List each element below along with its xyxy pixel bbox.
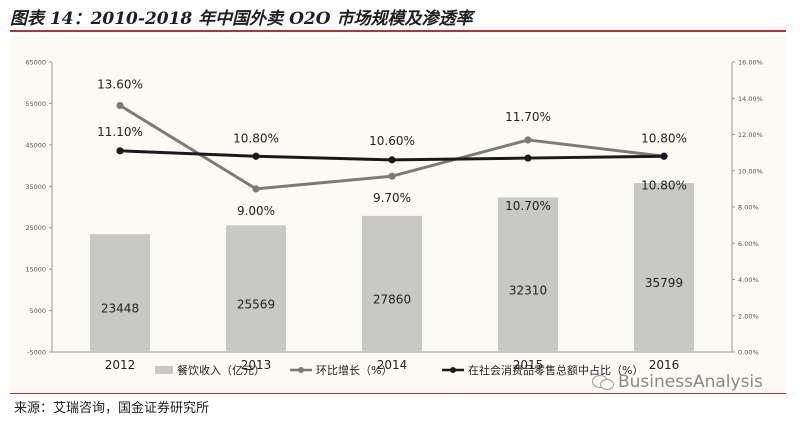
x-tick-label: 2012 (105, 358, 136, 372)
lines (116, 101, 668, 193)
x-tick-label: 2015 (513, 358, 544, 372)
series-point (660, 152, 668, 160)
series-point (524, 136, 532, 144)
bar (498, 197, 558, 352)
bar (226, 225, 286, 352)
growth-value-label: 9.70% (373, 191, 411, 205)
bar-value-label: 27860 (373, 293, 411, 307)
y-right-tick-label: 16.00% (738, 59, 763, 67)
wechat-icon (592, 374, 614, 390)
growth-value-label: 9.00% (237, 204, 275, 218)
series-point (252, 152, 260, 160)
chart-svg: -5000 5000 15000 25000 35000 45000 55000 65000 0… (25, 59, 762, 378)
y-right-tick-label: 12.00% (738, 131, 763, 139)
share-value-label: 10.60% (369, 134, 415, 148)
series-point (388, 156, 396, 164)
x-tick-label: 2013 (241, 358, 272, 372)
y-right-tick-label: 2.00% (738, 312, 759, 320)
series-point (252, 185, 260, 193)
series-point (388, 172, 396, 180)
bar-value-label: 32310 (509, 283, 547, 297)
y-left-tick-label: 15000 (25, 266, 46, 274)
share-value-label: 10.80% (641, 178, 687, 192)
watermark-text: BusinessAnalysis (618, 372, 764, 392)
y-left-tick-label: 35000 (25, 183, 46, 191)
legend-swatch-point (298, 367, 304, 373)
y-left-tick-label: 55000 (25, 100, 46, 108)
legend-swatch-point (450, 367, 456, 373)
legend-label: 环比增长（%） (316, 363, 392, 377)
y-right-tick-label: 8.00% (738, 204, 759, 212)
series-point (524, 154, 532, 162)
x-tick-label: 2016 (649, 358, 680, 372)
share-value-label: 10.80% (233, 131, 279, 145)
watermark: BusinessAnalysis (592, 372, 763, 392)
x-tick-label: 2014 (377, 358, 408, 372)
title-rule (10, 30, 786, 32)
legend-swatch-bar (155, 366, 173, 374)
bar-value-label: 23448 (101, 302, 139, 316)
data-labels: 23448 25569 27860 32310 35799 13.60% 9.00% 9.70… (97, 78, 687, 316)
bottom-rule (10, 393, 786, 394)
legend-label: 在社会消费品零售总额中占比（%） (468, 363, 643, 377)
y-left-tick-label: -5000 (27, 349, 46, 357)
growth-value-label: 11.70% (505, 110, 551, 124)
chart-frame: -5000 5000 15000 25000 35000 45000 55000 65000 0… (10, 36, 786, 392)
figure-title: 图表 14：2010-2018 年中国外卖 O2O 市场规模及渗透率 (10, 9, 473, 29)
series-point (116, 101, 124, 110)
y-left-tick-label: 25000 (25, 224, 46, 232)
bar (90, 234, 150, 352)
axes: -5000 5000 15000 25000 35000 45000 55000 65000 0… (25, 59, 762, 373)
y-right-tick-label: 0.00% (738, 349, 759, 357)
y-left-tick-label: 45000 (25, 141, 46, 149)
source-note: 来源：艾瑞咨询，国金证券研究所 (14, 401, 210, 416)
y-right-tick-label: 10.00% (738, 167, 763, 175)
y-right-tick-label: 6.00% (738, 240, 759, 248)
series-point (116, 147, 124, 155)
legend: 餐饮收入（亿元） 环比增长（%） 在社会消费品零售总额中占比（%） (155, 363, 643, 377)
bars (90, 182, 694, 352)
bar (362, 215, 422, 352)
growth-value-label: 13.60% (97, 78, 143, 92)
y-left-tick-label: 65000 (25, 59, 46, 67)
legend-label: 餐饮收入（亿元） (177, 363, 265, 377)
bar-value-label: 25569 (237, 297, 275, 311)
bar-value-label: 35799 (645, 276, 683, 290)
y-right-tick-label: 14.00% (738, 95, 763, 103)
bar (634, 182, 694, 352)
y-right-tick-label: 4.00% (738, 276, 759, 284)
share-value-label: 10.70% (505, 199, 551, 213)
growth-value-label: 10.80% (641, 131, 687, 145)
y-left-tick-label: 5000 (29, 307, 46, 315)
share-value-label: 11.10% (97, 125, 143, 139)
